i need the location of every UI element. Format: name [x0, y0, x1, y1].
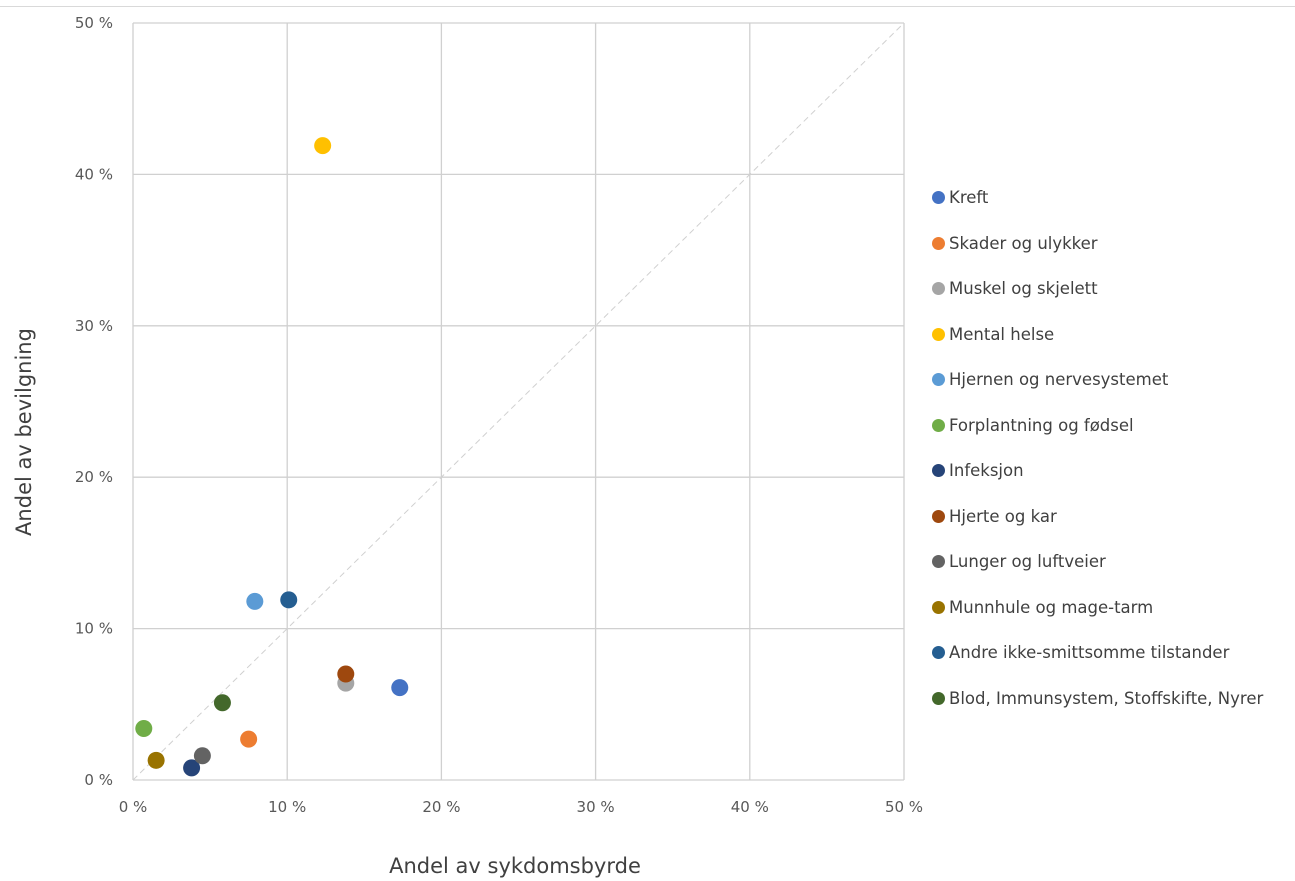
legend-item: Kreft — [932, 175, 1292, 221]
y-tick-label: 0 % — [84, 771, 113, 789]
x-tick-label: 20 % — [422, 798, 460, 816]
legend-label: Skader og ulykker — [949, 233, 1098, 253]
x-tick-label: 0 % — [119, 798, 148, 816]
legend-label: Infeksjon — [949, 461, 1024, 481]
legend-item: Infeksjon — [932, 448, 1292, 494]
legend-swatch — [932, 646, 945, 660]
data-point — [246, 592, 264, 610]
x-tick-label: 40 % — [731, 798, 769, 816]
x-tick-label: 30 % — [577, 798, 615, 816]
legend-item: Hjernen og nervesystemet — [932, 357, 1292, 403]
legend-item: Skader og ulykker — [932, 221, 1292, 267]
legend-swatch — [932, 418, 945, 432]
data-point — [391, 679, 409, 697]
data-point — [280, 591, 298, 609]
y-tick-label: 30 % — [75, 317, 113, 335]
legend-label: Mental helse — [949, 324, 1055, 344]
legend-label: Munnhule og mage-tarm — [949, 597, 1154, 617]
gridlines — [132, 22, 905, 781]
data-point — [337, 665, 355, 683]
legend-item: Munnhule og mage-tarm — [932, 585, 1292, 631]
legend-item: Lunger og luftveier — [932, 539, 1292, 585]
legend-label: Hjernen og nervesystemet — [949, 370, 1169, 390]
legend-swatch — [932, 236, 945, 250]
legend-swatch — [932, 464, 945, 478]
y-tick-label: 50 % — [75, 14, 113, 32]
diagonal-reference-line — [132, 22, 905, 781]
data-point — [183, 759, 201, 777]
legend-swatch — [932, 691, 945, 705]
data-point — [135, 720, 153, 738]
y-tick-label: 20 % — [75, 468, 113, 486]
legend-swatch — [932, 373, 945, 387]
data-points — [135, 137, 409, 777]
legend-swatch — [932, 191, 945, 205]
y-axis-title: Andel av bevilgning — [12, 328, 36, 536]
legend-label: Andre ikke-smittsomme tilstander — [949, 643, 1230, 663]
tick-labels: 0 % 10 % 20 % 30 % 40 % 50 % 0 % 10 % 20 % 30 % 40… — [75, 14, 923, 816]
legend-label: Kreft — [949, 188, 989, 208]
legend-item: Hjerte og kar — [932, 494, 1292, 540]
y-tick-label: 40 % — [75, 165, 113, 183]
reference-line — [132, 22, 905, 781]
legend-swatch — [932, 327, 945, 341]
data-point — [314, 137, 332, 155]
y-tick-label: 10 % — [75, 620, 113, 638]
legend-label: Hjerte og kar — [949, 506, 1057, 526]
top-border-line — [0, 6, 1295, 7]
x-axis-title: Andel av sykdomsbyrde — [389, 854, 641, 878]
legend-swatch — [932, 282, 945, 296]
data-point — [240, 730, 258, 748]
legend-item: Mental helse — [932, 312, 1292, 358]
legend-label: Forplantning og fødsel — [949, 415, 1134, 435]
legend-item: Andre ikke-smittsomme tilstander — [932, 630, 1292, 676]
legend-label: Blod, Immunsystem, Stoffskifte, Nyrer — [949, 688, 1264, 708]
legend-item: Blod, Immunsystem, Stoffskifte, Nyrer — [932, 676, 1292, 722]
legend-item: Muskel og skjelett — [932, 266, 1292, 312]
legend: Kreft Skader og ulykker Muskel og skjelett… — [932, 175, 1292, 721]
legend-swatch — [932, 509, 945, 523]
x-tick-label: 10 % — [268, 798, 306, 816]
legend-label: Lunger og luftveier — [949, 552, 1106, 572]
legend-item: Forplantning og fødsel — [932, 403, 1292, 449]
data-point — [213, 694, 231, 712]
legend-swatch — [932, 555, 945, 569]
data-point — [193, 747, 211, 765]
x-tick-label: 50 % — [885, 798, 923, 816]
legend-swatch — [932, 600, 945, 614]
legend-label: Muskel og skjelett — [949, 279, 1098, 299]
data-point — [147, 751, 165, 769]
